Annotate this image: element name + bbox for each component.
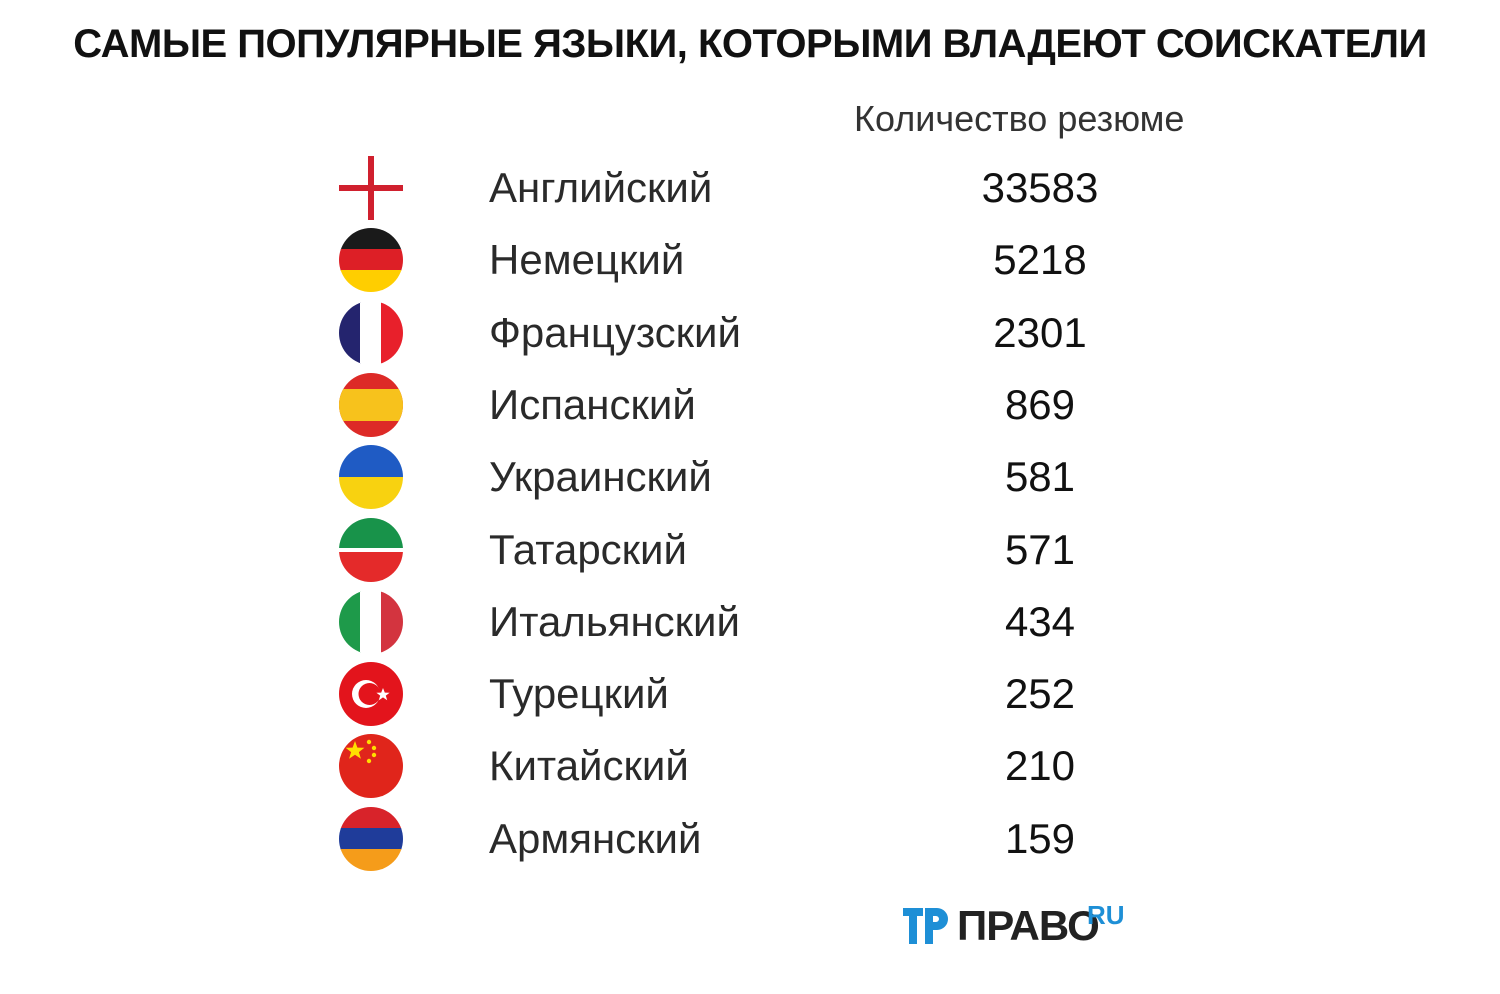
table-row: Английский 33583 [0,152,1500,224]
table-row: Армянский 159 [0,803,1500,875]
table-row: Татарский 571 [0,514,1500,586]
table-row: Французский 2301 [0,297,1500,369]
resume-count: 571 [1004,525,1076,573]
italy-flag-icon [339,589,403,654]
chart-title: САМЫЕ ПОПУЛЯРНЫЕ ЯЗЫКИ, КОТОРЫМИ ВЛАДЕЮТ… [73,22,1427,66]
table-row: Немецкий 5218 [0,224,1500,296]
resume-count: 252 [1004,670,1076,718]
language-label: Французский [489,308,741,356]
table-row: Китайский 210 [0,730,1500,802]
spain-flag-icon [339,372,403,437]
logo-text: ПРАВО [957,902,1100,949]
resume-count: 434 [1004,597,1076,645]
china-flag-icon [339,734,403,799]
language-label: Немецкий [489,236,685,284]
turkey-flag-icon [339,662,403,727]
ukraine-flag-icon [339,445,403,510]
resume-count: 869 [1004,380,1076,428]
table-row: Турецкий 252 [0,658,1500,730]
language-label: Турецкий [489,670,669,718]
table-row: Украинский 581 [0,441,1500,513]
table-row: Испанский 869 [0,369,1500,441]
resume-count: 159 [1004,814,1076,862]
pravo-logo-icon [903,908,948,944]
armenia-flag-icon [339,806,403,871]
resume-count: 581 [1004,453,1076,501]
resume-count: 5218 [993,236,1087,284]
logo-suffix: RU [1087,900,1125,930]
language-label: Украинский [489,453,712,501]
table-row: Итальянский 434 [0,586,1500,658]
resume-count: 33583 [981,164,1099,211]
resume-count: 210 [1004,742,1076,790]
language-label: Английский [489,164,713,211]
value-column-header: Количество резюме [854,98,1185,139]
language-label: Испанский [489,380,696,428]
language-label: Татарский [489,525,687,573]
language-label: Армянский [489,814,702,862]
resume-count: 2301 [993,308,1087,356]
germany-flag-icon [339,228,403,293]
france-flag-icon [339,300,403,365]
pravo-ru-logo: ПРАВО RU [903,900,1133,949]
england-flag-icon [339,156,403,220]
language-label: Китайский [489,742,689,790]
tatarstan-flag-icon [339,517,403,582]
language-label: Итальянский [489,597,740,645]
